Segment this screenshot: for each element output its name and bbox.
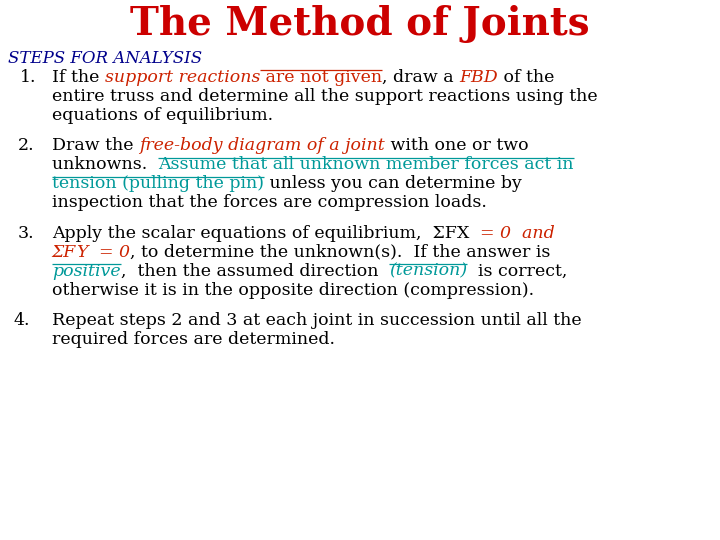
Text: ,  then the assumed direction: , then the assumed direction xyxy=(121,263,389,280)
Text: free-body diagram of a joint: free-body diagram of a joint xyxy=(139,137,384,154)
Text: otherwise it is in the opposite direction (compression).: otherwise it is in the opposite directio… xyxy=(52,282,534,299)
Text: inspection that the forces are compression loads.: inspection that the forces are compressi… xyxy=(52,194,487,211)
Text: = 0  and: = 0 and xyxy=(469,225,555,242)
Text: Assume that all unknown member forces act in: Assume that all unknown member forces ac… xyxy=(158,157,574,173)
Text: Apply the scalar equations of equilibrium,  ΣF: Apply the scalar equations of equilibriu… xyxy=(52,225,457,242)
Text: unknowns.: unknowns. xyxy=(52,157,158,173)
Text: equations of equilibrium.: equations of equilibrium. xyxy=(52,107,273,124)
Text: unless you can determine by: unless you can determine by xyxy=(264,176,522,192)
Text: 4.: 4. xyxy=(14,312,30,329)
Text: is correct,: is correct, xyxy=(467,263,567,280)
Text: 2.: 2. xyxy=(18,137,35,154)
Text: entire truss and determine all the support reactions using the: entire truss and determine all the suppo… xyxy=(52,88,598,105)
Text: support reactions: support reactions xyxy=(105,69,260,86)
Text: FBD: FBD xyxy=(459,69,498,86)
Text: tension (pulling the pin): tension (pulling the pin) xyxy=(52,176,264,192)
Text: with one or two: with one or two xyxy=(384,137,528,154)
Text: The Method of Joints: The Method of Joints xyxy=(130,5,590,43)
Text: are not given: are not given xyxy=(260,69,382,86)
Text: = 0: = 0 xyxy=(88,244,130,261)
Text: positive: positive xyxy=(52,263,121,280)
Text: of the: of the xyxy=(498,69,554,86)
Text: Draw the: Draw the xyxy=(52,137,139,154)
Text: If the: If the xyxy=(52,69,105,86)
Text: Y: Y xyxy=(76,244,88,261)
Text: 1.: 1. xyxy=(20,69,37,86)
Text: ΣF: ΣF xyxy=(52,244,76,261)
Text: STEPS FOR ANALYSIS: STEPS FOR ANALYSIS xyxy=(8,50,202,67)
Text: (tension): (tension) xyxy=(389,263,467,280)
Text: X: X xyxy=(457,225,469,242)
Text: 3.: 3. xyxy=(18,225,35,242)
Text: , to determine the unknown(s).  If the answer is: , to determine the unknown(s). If the an… xyxy=(130,244,550,261)
Text: required forces are determined.: required forces are determined. xyxy=(52,331,335,348)
Text: Repeat steps 2 and 3 at each joint in succession until all the: Repeat steps 2 and 3 at each joint in su… xyxy=(52,312,582,329)
Text: , draw a: , draw a xyxy=(382,69,459,86)
